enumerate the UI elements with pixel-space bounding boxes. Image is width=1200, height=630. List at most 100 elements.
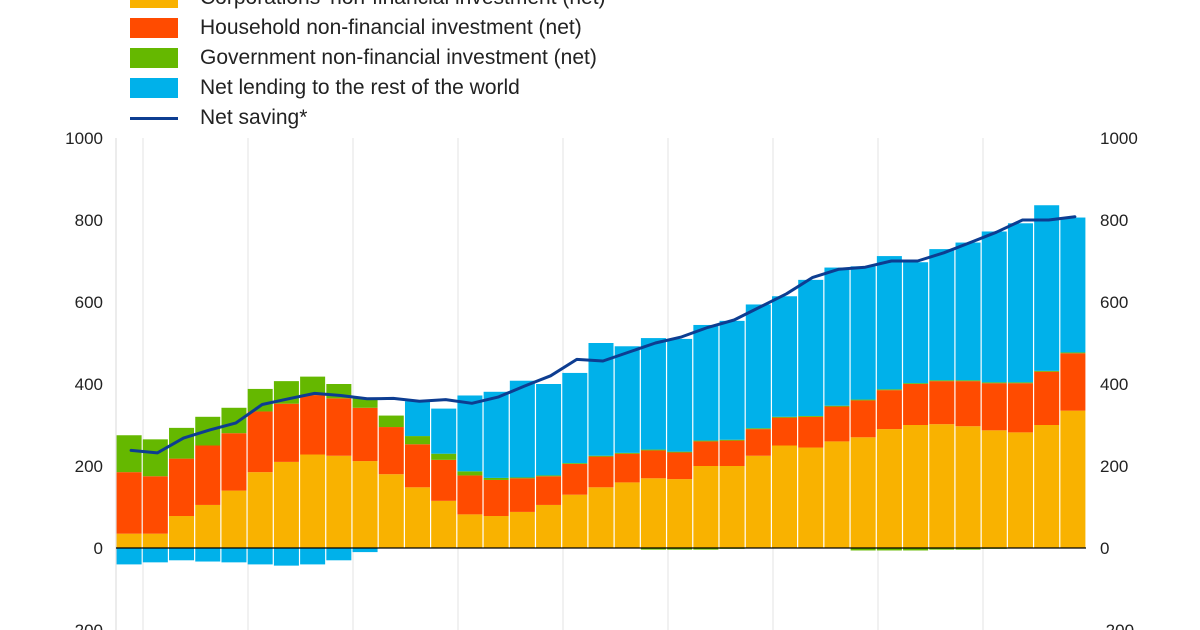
legend-label-government: Government non-financial investment (net…: [200, 46, 597, 69]
y-tick-label-left: -200: [69, 621, 103, 630]
legend-label-net-lending: Net lending to the rest of the world: [200, 76, 520, 99]
y-tick-label-left: 800: [75, 211, 103, 230]
bar-segment-series-2-p13: [431, 453, 457, 460]
bar-segment-series-0-p17: [536, 504, 562, 548]
legend-item-net-saving: Net saving*: [130, 106, 730, 130]
bar-segment-series-3-p8: [300, 548, 326, 565]
bar-segment-series-1-p22: [667, 452, 693, 480]
bar-segment-series-2-p22: [667, 451, 693, 453]
bar-segment-series-0-p20: [614, 482, 640, 548]
bar-segment-series-0-p27: [798, 447, 824, 548]
bar-segment-series-2-p34: [981, 382, 1007, 384]
bar-segment-series-3-p31: [903, 262, 929, 384]
bar-segment-series-3-p32: [929, 249, 955, 381]
bar-segment-series-0-p16: [509, 511, 535, 548]
bar-segment-series-3-p30: [876, 256, 902, 390]
bar-segment-series-2-p11: [378, 415, 404, 428]
legend-item-net-lending: Net lending to the rest of the world: [130, 76, 730, 100]
bar-segment-series-1-p3: [169, 458, 195, 517]
bar-segment-series-2-p20: [614, 452, 640, 454]
bar-segment-series-2-p10: [352, 397, 378, 408]
bar-segment-series-3-p23: [693, 324, 719, 441]
legend-item-corporations: Corporations' non-financial investment (…: [130, 0, 730, 10]
y-tick-label-left: 600: [75, 293, 103, 312]
bar-segment-series-0-p29: [850, 437, 876, 548]
bar-segment-series-0-p36: [1034, 425, 1060, 548]
bar-segment-series-1-p9: [326, 398, 352, 456]
bar-segment-series-1-p5: [221, 433, 247, 491]
bar-segment-series-1-p11: [378, 427, 404, 475]
bar-segment-series-3-p18: [562, 372, 588, 464]
bar-segment-series-2-p18: [562, 463, 588, 464]
bar-segment-series-1-p18: [562, 463, 588, 495]
bar-segment-series-1-p8: [300, 395, 326, 455]
bar-segment-series-1-p7: [273, 403, 299, 462]
bar-segment-series-2-p27: [798, 415, 824, 417]
bar-segment-series-1-p19: [588, 456, 614, 488]
bar-segment-series-2-p26: [772, 416, 798, 418]
bar-segment-series-3-p28: [824, 267, 850, 406]
bar-segment-series-0-p12: [404, 487, 430, 548]
bar-segment-series-3-p36: [1034, 205, 1060, 371]
bar-segment-series-2-p21: [640, 449, 666, 451]
bar-segment-series-1-p30: [876, 390, 902, 430]
bar-segment-series-3-p2: [142, 548, 168, 563]
bar-segment-series-0-p1: [116, 533, 142, 548]
bar-segment-series-1-p15: [483, 479, 509, 517]
legend-label-net-saving: Net saving*: [200, 106, 308, 129]
bar-segment-series-1-p21: [640, 450, 666, 479]
bar-segment-series-1-p31: [903, 384, 929, 425]
legend-label-household: Household non-financial investment (net): [200, 16, 582, 39]
bar-segment-government-negative-p30: [876, 548, 902, 551]
bar-segment-series-2-p2: [142, 439, 168, 477]
bar-segment-series-0-p35: [1007, 432, 1033, 548]
bar-segment-series-3-p33: [955, 242, 981, 381]
bar-segment-series-3-p22: [667, 338, 693, 452]
y-tick-label-right: 200: [1100, 457, 1128, 476]
bar-segment-series-2-p6: [247, 388, 273, 412]
bar-segment-series-0-p26: [772, 445, 798, 548]
bar-segment-series-2-p36: [1034, 370, 1060, 372]
bar-segment-series-1-p37: [1060, 353, 1086, 411]
bar-segment-series-3-p14: [457, 395, 483, 472]
bar-segment-series-0-p25: [745, 455, 771, 548]
bar-segment-series-2-p19: [588, 455, 614, 457]
bar-segment-series-2-p24: [719, 439, 745, 441]
bar-segment-series-2-p15: [483, 477, 509, 480]
bar-segment-series-3-p7: [273, 548, 299, 566]
bar-segment-series-3-p6: [247, 548, 273, 565]
bar-segment-government-negative-p22: [667, 548, 693, 550]
y-tick-label-right: 600: [1100, 293, 1128, 312]
bar-segment-series-3-p34: [981, 231, 1007, 383]
bar-segment-series-2-p23: [693, 440, 719, 442]
bar-segment-series-3-p37: [1060, 217, 1086, 353]
bar-segment-government-negative-p31: [903, 548, 929, 551]
bar-segment-series-0-p32: [929, 424, 955, 548]
bar-segment-series-3-p3: [169, 548, 195, 561]
bar-segment-series-0-p4: [195, 504, 221, 548]
bar-segment-series-0-p33: [955, 426, 981, 548]
bar-segment-series-1-p13: [431, 459, 457, 501]
bar-segment-series-3-p15: [483, 391, 509, 478]
legend-swatch-government: [130, 48, 178, 68]
bar-segment-series-0-p31: [903, 425, 929, 548]
bar-segment-series-1-p17: [536, 476, 562, 505]
bar-segment-series-1-p34: [981, 383, 1007, 431]
bar-segment-series-3-p29: [850, 266, 876, 400]
bar-segment-series-2-p29: [850, 399, 876, 401]
bar-segment-series-2-p37: [1060, 352, 1086, 354]
bar-segment-series-1-p25: [745, 429, 771, 456]
net-saving-line: [129, 215, 1077, 455]
bar-segment-series-1-p6: [247, 411, 273, 473]
bar-segment-series-2-p17: [536, 475, 562, 477]
legend-label-corporations: Corporations' non-financial investment (…: [200, 0, 606, 10]
legend-item-government: Government non-financial investment (net…: [130, 46, 730, 70]
bar-segment-series-2-p35: [1007, 382, 1033, 384]
bar-segment-series-0-p23: [693, 466, 719, 548]
bar-segment-series-2-p1: [116, 435, 142, 473]
legend-swatch-corporations: [130, 0, 178, 8]
bar-segment-series-3-p5: [221, 548, 247, 563]
bar-segment-series-3-p21: [640, 338, 666, 450]
